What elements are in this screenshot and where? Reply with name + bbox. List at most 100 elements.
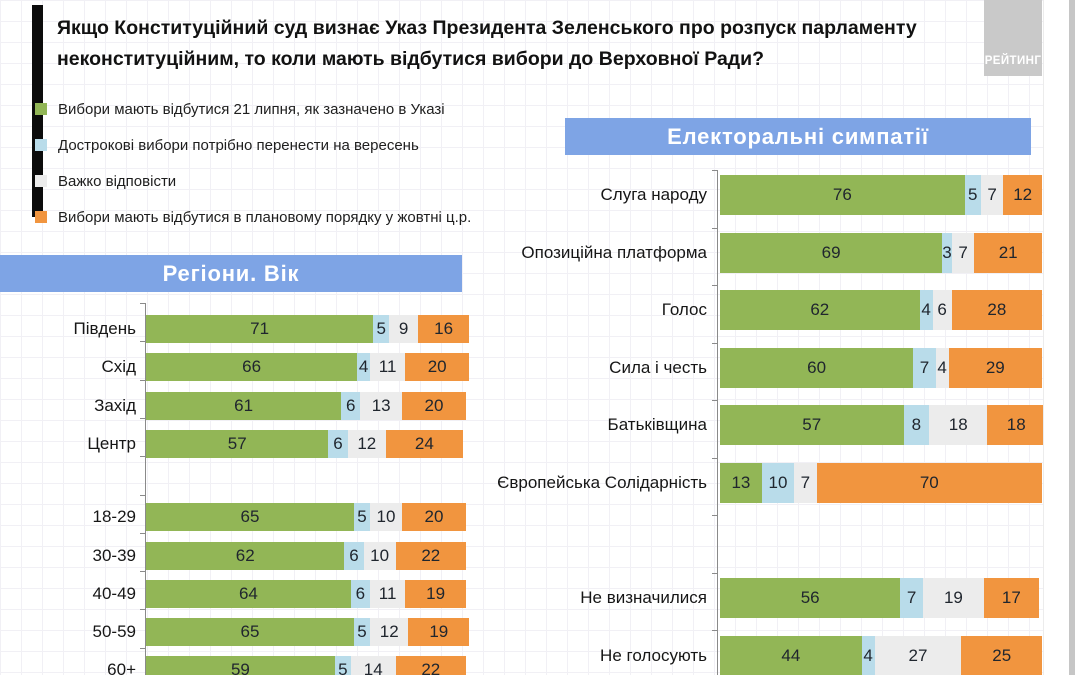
bar-segment-green: 66 <box>146 353 358 382</box>
category-label: Сила і честь <box>609 357 707 377</box>
bar-segment-light_blue: 4 <box>357 353 370 382</box>
bar-segment-orange: 20 <box>401 391 466 420</box>
bar-row: 62 6 10 22 <box>146 541 466 570</box>
bar-segment-gray: 9 <box>389 315 418 343</box>
legend: Вибори мають відбутися 21 липня, як зазн… <box>35 101 471 245</box>
bar-segment-gray: 19 <box>922 578 985 618</box>
legend-item-label: Вибори мають відбутися 21 липня, як зазн… <box>58 100 445 118</box>
segment-value: 17 <box>1001 588 1021 607</box>
legend-item-label: Важко відповісти <box>58 172 177 190</box>
segment-value: 44 <box>781 645 801 665</box>
bar-segment-orange: 17 <box>984 578 1039 618</box>
bar-segment-orange: 22 <box>395 656 466 675</box>
axis-tick <box>140 533 145 534</box>
bar-segment-light_blue: 6 <box>341 391 361 420</box>
bar-segment-gray: 7 <box>794 462 817 503</box>
axis-tick <box>140 648 145 649</box>
bar-segment-green: 13 <box>720 462 762 503</box>
bar-row: 61 6 13 20 <box>146 391 466 420</box>
bar-segment-light_blue: 10 <box>761 462 795 503</box>
segment-value: 65 <box>240 507 260 527</box>
bar-segment-gray: 10 <box>370 503 402 532</box>
chart-axis <box>145 303 146 675</box>
segment-value: 7 <box>958 242 968 262</box>
bar-row: 13 10 7 70 <box>720 462 1042 503</box>
axis-tick <box>140 571 145 572</box>
bar-segment-gray: 12 <box>370 618 409 647</box>
bar-segment-light_blue: 6 <box>344 541 364 570</box>
segment-value: 5 <box>357 622 367 642</box>
segment-value: 22 <box>421 660 441 675</box>
page-title: Якщо Конституційний суд визнає Указ През… <box>57 17 917 71</box>
bar-row: 62 4 6 28 <box>720 290 1042 330</box>
category-label: Голос <box>661 300 707 319</box>
rating-group-logo: РЕЙТИНГ <box>984 0 1042 76</box>
bar-row: 64 6 11 19 <box>146 579 466 608</box>
category-label: 60+ <box>107 660 136 675</box>
bar-segment-green: 69 <box>720 232 943 273</box>
scrollbar[interactable] <box>1069 0 1075 675</box>
segment-value: 24 <box>414 433 434 453</box>
segment-value: 20 <box>424 507 444 527</box>
segment-value: 29 <box>985 357 1005 377</box>
segment-value: 12 <box>1013 185 1033 204</box>
bar-segment-light_blue: 4 <box>919 290 933 330</box>
segment-value: 57 <box>227 433 247 453</box>
segment-value: 61 <box>234 395 254 415</box>
legend-swatch-light_blue <box>35 139 47 151</box>
segment-value: 7 <box>800 472 811 492</box>
bar-row: 56 7 19 17 <box>720 578 1039 618</box>
segment-value: 3 <box>942 242 952 262</box>
axis-tick <box>140 341 145 342</box>
bar-segment-light_blue: 8 <box>903 405 930 445</box>
segment-value: 5 <box>338 660 348 675</box>
segment-value: 14 <box>363 660 383 675</box>
bar-segment-orange: 20 <box>405 353 470 382</box>
bar-row: 69 3 7 21 <box>720 232 1042 273</box>
segment-value: 9 <box>398 319 409 338</box>
legend-item-label: Вибори мають відбутися в плановому поряд… <box>58 208 472 226</box>
bar-segment-gray: 10 <box>363 541 396 570</box>
segment-value: 59 <box>230 660 250 675</box>
bar-segment-gray: 27 <box>874 635 962 675</box>
left-chart-title: Регіони. Вік <box>162 260 300 286</box>
segment-value: 5 <box>968 185 978 204</box>
segment-value: 12 <box>357 433 377 453</box>
axis-tick <box>712 228 717 229</box>
segment-value: 28 <box>987 300 1007 319</box>
bar-row: 59 5 14 22 <box>146 656 466 675</box>
category-label: 40-49 <box>92 583 136 603</box>
axis-tick <box>712 170 717 171</box>
axis-tick <box>140 609 145 610</box>
segment-value: 19 <box>426 583 446 603</box>
axis-tick <box>712 515 717 516</box>
category-label: 18-29 <box>92 507 136 527</box>
segment-value: 18 <box>1006 415 1026 434</box>
segment-value: 6 <box>937 300 947 319</box>
axis-tick <box>712 285 717 286</box>
bar-segment-gray: 6 <box>932 290 952 330</box>
bar-row: 71 5 9 16 <box>146 315 470 343</box>
bar-row: 65 5 10 20 <box>146 503 466 532</box>
segment-value: 11 <box>378 583 397 603</box>
bar-segment-gray: 11 <box>369 579 406 608</box>
category-label: Не визначилися <box>580 588 707 607</box>
segment-value: 13 <box>731 472 751 492</box>
segment-value: 10 <box>370 545 390 565</box>
segment-value: 65 <box>240 622 260 642</box>
axis-tick <box>140 303 145 304</box>
category-label: Батьківщина <box>607 415 707 434</box>
legend-item: Вибори мають відбутися 21 липня, як зазн… <box>35 100 471 118</box>
rating-logo-text: РЕЙТИНГ <box>984 55 1042 67</box>
segment-value: 25 <box>992 645 1012 665</box>
category-label: 30-39 <box>92 545 136 565</box>
segment-value: 62 <box>810 300 830 319</box>
segment-value: 7 <box>919 357 930 377</box>
axis-tick <box>140 456 145 457</box>
bar-segment-gray: 18 <box>929 405 988 445</box>
segment-value: 27 <box>908 645 928 665</box>
segment-value: 70 <box>919 472 939 492</box>
bar-segment-green: 44 <box>720 635 862 675</box>
legend-item: Важко відповісти <box>35 172 471 190</box>
bar-segment-light_blue: 6 <box>328 429 348 458</box>
